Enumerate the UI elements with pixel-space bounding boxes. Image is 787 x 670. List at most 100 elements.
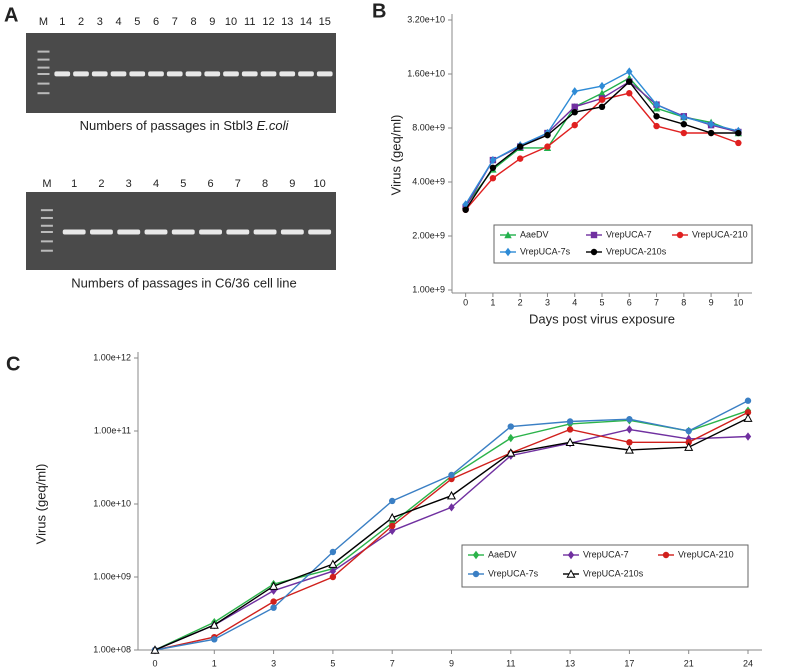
data-point	[472, 550, 480, 560]
lane-label: 5	[180, 178, 186, 190]
data-point	[590, 248, 598, 256]
data-point	[598, 103, 606, 111]
ladder-band	[37, 73, 50, 75]
data-point	[504, 247, 512, 257]
data-point	[269, 581, 279, 590]
lane-label: 6	[207, 178, 213, 190]
panel-label: A	[4, 4, 18, 26]
data-point	[624, 445, 634, 454]
series-line	[154, 400, 749, 651]
lane-label: M	[39, 16, 48, 28]
y-axis-title: Virus (geq/ml)	[388, 115, 403, 196]
y-axis-title: Virus (geq/ml)	[33, 464, 48, 545]
x-tick-label: 5	[599, 297, 604, 307]
data-point	[707, 119, 715, 129]
gel-band	[279, 71, 296, 77]
data-point	[507, 423, 514, 430]
x-tick-label: 6	[627, 297, 632, 307]
legend-label: VrepUCA-210	[692, 229, 748, 239]
x-tick-label: 1	[212, 658, 217, 668]
data-point	[626, 425, 633, 434]
gel-caption: Numbers of passages in Stbl3 E.coli	[80, 118, 290, 133]
x-tick-label: 9	[449, 658, 454, 668]
x-tick-label: 5	[330, 658, 335, 668]
data-point	[270, 598, 277, 605]
y-tick-label: 3.20e+10	[407, 14, 445, 24]
data-point	[566, 569, 576, 578]
lane-label: 13	[281, 16, 293, 28]
legend-label: VrepUCA-7s	[488, 568, 539, 578]
y-tick-label: 1.00e+11	[94, 425, 131, 435]
gel-band	[73, 71, 89, 77]
data-point	[626, 78, 633, 85]
x-tick-label: 0	[463, 297, 468, 307]
gel-band	[129, 71, 146, 77]
data-point	[209, 620, 219, 629]
gel-band	[204, 71, 221, 77]
gel-band	[117, 229, 141, 235]
gel-band	[185, 71, 202, 77]
data-point	[270, 604, 277, 611]
lane-label: 9	[289, 178, 295, 190]
data-point	[626, 439, 633, 446]
x-tick-label: 24	[743, 658, 753, 668]
data-point	[446, 490, 457, 500]
lane-label: M	[42, 178, 51, 190]
data-point	[504, 231, 512, 239]
ladder-band	[40, 216, 53, 219]
legend-label: VrepUCA-210s	[606, 246, 667, 256]
x-tick-label: 3	[545, 297, 550, 307]
lane-label: 12	[262, 16, 274, 28]
data-point	[680, 112, 688, 122]
x-tick-label: 21	[684, 658, 694, 668]
lane-label: 3	[126, 178, 132, 190]
data-point	[516, 155, 524, 162]
lane-label: 7	[235, 178, 241, 190]
lane-label: 2	[98, 178, 104, 190]
data-point	[653, 100, 660, 109]
data-point	[544, 143, 551, 150]
data-point	[743, 413, 753, 422]
lane-label: 4	[115, 16, 121, 28]
series-line	[465, 92, 739, 211]
data-point	[328, 559, 338, 568]
lane-label: 7	[172, 16, 178, 28]
caption-italic: E.coli	[257, 118, 290, 133]
legend-label: AaeDV	[520, 229, 549, 239]
gel-band	[91, 71, 108, 77]
gel-band	[253, 229, 277, 235]
data-point	[571, 108, 578, 116]
x-tick-label: 17	[624, 658, 634, 668]
data-point	[329, 573, 337, 581]
lane-label: 1	[59, 16, 65, 28]
data-point	[389, 522, 396, 530]
caption-text: Numbers of passages in Stbl3	[80, 118, 257, 133]
gel-band	[62, 229, 86, 235]
ladder-band	[40, 209, 53, 212]
gel-band	[54, 71, 71, 77]
data-point	[735, 129, 742, 137]
lane-label: 4	[153, 178, 159, 190]
x-tick-label: 8	[681, 297, 686, 307]
gel-band	[223, 71, 239, 77]
lane-label: 10	[314, 178, 326, 190]
y-tick-label: 4.00e+9	[412, 176, 445, 186]
data-point	[516, 143, 524, 150]
data-point	[567, 550, 575, 560]
ladder-band	[40, 224, 53, 227]
data-point	[626, 416, 633, 423]
lane-label: 8	[190, 16, 196, 28]
series-line	[154, 428, 749, 651]
legend-box	[493, 224, 753, 264]
lane-label: 8	[262, 178, 268, 190]
gel-band	[166, 71, 183, 77]
x-tick-label: 2	[518, 297, 523, 307]
gel-band	[148, 71, 164, 77]
data-point	[571, 121, 578, 129]
data-point	[329, 567, 337, 576]
lane-label: 14	[300, 16, 312, 28]
gel-band	[308, 229, 332, 235]
legend-label: VrepUCA-210s	[583, 568, 644, 578]
x-axis-title: Days post virus exposure	[529, 311, 675, 326]
